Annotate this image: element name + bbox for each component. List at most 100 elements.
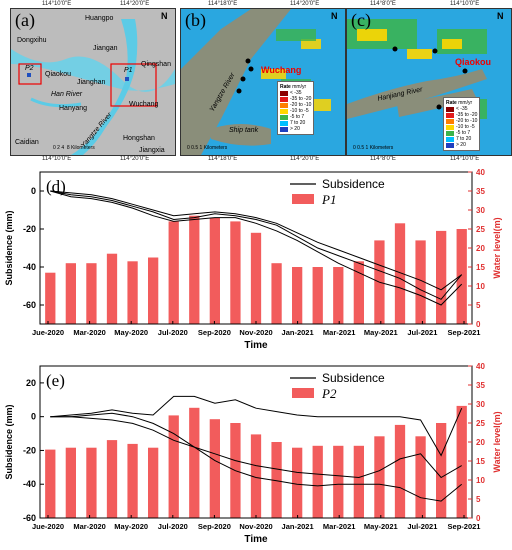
place-han-river: Han River bbox=[51, 91, 83, 98]
water-level-bar bbox=[271, 442, 282, 518]
right-tick-label: 30 bbox=[476, 400, 485, 409]
legend-label-subsidence: Subsidence bbox=[322, 177, 385, 191]
right-tick-label: 30 bbox=[476, 206, 485, 215]
x-axis-label: Time bbox=[244, 534, 268, 545]
legend-bar-swatch bbox=[292, 388, 314, 398]
water-level-bar bbox=[65, 263, 76, 324]
coord-b-top-2: 114°20'0"E bbox=[290, 1, 320, 7]
coord-a-top-2: 114°20'0"E bbox=[120, 1, 150, 7]
x-tick-label: Jul-2021 bbox=[407, 328, 437, 337]
x-tick-label: Jan-2021 bbox=[282, 522, 314, 531]
map-c-drawing bbox=[347, 9, 511, 155]
point-p2-label: P2 bbox=[25, 65, 34, 72]
water-level-bar bbox=[106, 253, 118, 324]
right-tick-label: 20 bbox=[476, 438, 485, 447]
water-level-bar bbox=[353, 445, 364, 518]
coord-b-bottom-2: 114°20'0"E bbox=[290, 156, 320, 162]
water-level-bar bbox=[456, 405, 467, 518]
water-level-bar bbox=[456, 229, 467, 324]
map-panel-b: (b) Wuchang Yangtze River Ship tank N 0 … bbox=[180, 8, 346, 156]
point-p1-label: P1 bbox=[124, 67, 133, 74]
legend-label-point: P1 bbox=[321, 192, 336, 207]
x-tick-label: May-2020 bbox=[114, 328, 148, 337]
left-tick-label: -40 bbox=[23, 479, 36, 489]
panel-label: (d) bbox=[46, 177, 66, 196]
map-panel-a: (a) Huangpo Dongxihu Jiangan Qiaokou Jia… bbox=[10, 8, 176, 156]
chart-d: 0 -20 -40 -60 0 5 10 15 20 25 30 35 40 Jue-2020 Mar-20… bbox=[4, 168, 502, 351]
panel-label-c: (c) bbox=[351, 10, 371, 30]
water-level-bar bbox=[189, 215, 200, 324]
right-tick-label: 25 bbox=[476, 419, 485, 428]
right-tick-label: 25 bbox=[476, 225, 485, 234]
map-a-drawing bbox=[11, 9, 175, 155]
water-level-bar bbox=[148, 447, 159, 518]
map-b-drawing bbox=[181, 9, 345, 155]
water-level-bar bbox=[127, 261, 138, 324]
water-level-bar bbox=[292, 447, 303, 518]
x-tick-label: May-2020 bbox=[114, 522, 148, 531]
water-level-bar bbox=[86, 263, 97, 324]
y-axis-label-left: Subsidence (mm) bbox=[4, 210, 14, 285]
x-tick-label: May-2021 bbox=[364, 328, 398, 337]
water-level-bar bbox=[86, 447, 97, 518]
water-level-bar bbox=[230, 221, 241, 324]
water-level-bar bbox=[189, 407, 200, 518]
water-level-bar bbox=[436, 230, 447, 324]
subsidence-line-2 bbox=[50, 190, 463, 306]
right-tick-label: 5 bbox=[476, 495, 481, 504]
panel-label-b: (b) bbox=[185, 10, 206, 30]
x-tick-label: Jul-2020 bbox=[158, 522, 188, 531]
right-tick-label: 0 bbox=[476, 320, 481, 329]
right-tick-label: 35 bbox=[476, 187, 485, 196]
x-axis-label: Time bbox=[244, 340, 268, 351]
water-level-bar bbox=[65, 447, 76, 518]
right-tick-label: 10 bbox=[476, 282, 485, 291]
water-level-bar bbox=[148, 257, 159, 324]
place-jiangan: Jiangan bbox=[93, 45, 118, 52]
water-level-bar bbox=[353, 261, 364, 324]
place-qingshan: Qingshan bbox=[141, 61, 171, 68]
left-tick-label: -60 bbox=[23, 300, 36, 310]
water-level-bar bbox=[168, 221, 179, 324]
x-tick-label: Jue-2020 bbox=[32, 328, 64, 337]
x-tick-label: Mar-2021 bbox=[323, 328, 356, 337]
x-tick-label: Sep-2021 bbox=[448, 522, 481, 531]
left-tick-label: -60 bbox=[23, 513, 36, 523]
x-tick-label: Jue-2020 bbox=[32, 522, 64, 531]
water-level-bar bbox=[127, 443, 138, 518]
water-level-bar bbox=[333, 267, 344, 324]
north-arrow-icon: N bbox=[497, 11, 504, 21]
water-level-bar bbox=[209, 217, 220, 324]
x-tick-label: Mar-2020 bbox=[73, 522, 106, 531]
x-tick-label: Mar-2020 bbox=[73, 328, 106, 337]
subsidence-line-1 bbox=[50, 395, 463, 457]
coord-a-bottom-1: 114°10'0"E bbox=[42, 156, 72, 162]
place-hongshan: Hongshan bbox=[123, 135, 155, 142]
y-axis-label-left: Subsidence (mm) bbox=[4, 404, 14, 479]
left-tick-label: -20 bbox=[23, 224, 36, 234]
water-level-bar bbox=[333, 445, 344, 518]
subsidence-line-1 bbox=[50, 190, 463, 300]
water-level-bar bbox=[292, 267, 303, 324]
place-ship-tank: Ship tank bbox=[229, 127, 259, 134]
panel-label-a: (a) bbox=[15, 10, 35, 30]
coord-c-bottom-1: 114°8'0"E bbox=[370, 156, 396, 162]
coord-b-top-1: 114°18'0"E bbox=[208, 1, 238, 7]
right-tick-label: 35 bbox=[476, 381, 485, 390]
x-tick-label: Sep-2020 bbox=[198, 522, 231, 531]
water-level-bar bbox=[312, 445, 323, 518]
right-tick-label: 5 bbox=[476, 301, 481, 310]
scale-bar-c: 0 0.5 1 Kilometers bbox=[353, 145, 394, 151]
water-level-bar bbox=[271, 263, 282, 324]
x-tick-label: Sep-2021 bbox=[448, 328, 481, 337]
x-tick-label: Nov-2020 bbox=[239, 522, 272, 531]
water-level-bar bbox=[312, 267, 323, 324]
x-tick-label: Sep-2020 bbox=[198, 328, 231, 337]
right-tick-label: 40 bbox=[476, 362, 485, 371]
coord-b-bottom-1: 114°18'0"E bbox=[208, 156, 238, 162]
left-tick-label: -40 bbox=[23, 262, 36, 272]
y-axis-label-right: Water level(m) bbox=[492, 411, 502, 472]
legend-label-point: P2 bbox=[321, 386, 337, 401]
water-level-bar bbox=[168, 415, 179, 518]
coord-c-top-1: 114°8'0"E bbox=[370, 1, 396, 7]
